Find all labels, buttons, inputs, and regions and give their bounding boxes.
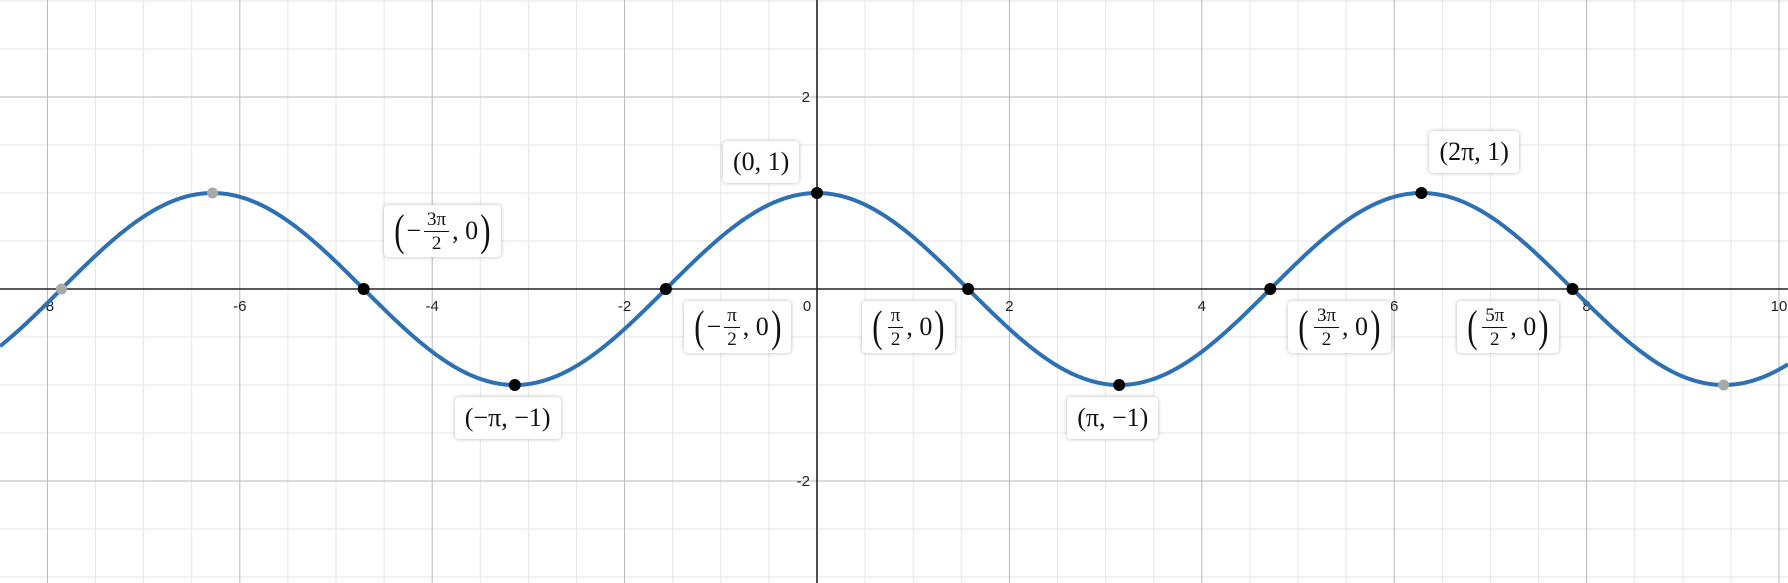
x-tick-label: 4 — [1198, 298, 1206, 315]
point-label: (5π 2, 0) — [1456, 301, 1559, 353]
point-label: (−3π 2, 0) — [383, 205, 501, 257]
faded-point[interactable] — [1718, 379, 1730, 391]
marked-point[interactable] — [811, 187, 823, 199]
x-tick-label: 0 — [803, 298, 811, 315]
marked-point[interactable] — [962, 283, 975, 295]
point-label: (3π 2, 0) — [1288, 301, 1391, 353]
cosine-curve[interactable] — [0, 191, 1788, 387]
point-label: (0, 1) — [723, 141, 800, 183]
x-tick-label: 6 — [1390, 298, 1398, 315]
x-tick-label: 10 — [1771, 298, 1788, 315]
marked-point[interactable] — [508, 379, 521, 391]
x-tick-label: -6 — [233, 298, 246, 315]
point-label: (π 2, 0) — [862, 301, 956, 353]
x-tick-label: 8 — [1582, 298, 1590, 315]
point-label: (−π, −1) — [454, 397, 561, 439]
marked-point[interactable] — [1415, 187, 1428, 199]
point-label: (π, −1) — [1067, 397, 1159, 439]
marked-points[interactable] — [55, 187, 1730, 391]
marked-point[interactable] — [659, 283, 672, 295]
point-label: (− π 2, 0) — [683, 301, 792, 353]
x-tick-label: 2 — [1005, 298, 1013, 315]
marked-point[interactable] — [1566, 283, 1579, 295]
faded-point[interactable] — [207, 187, 219, 199]
point-label: (2π, 1) — [1429, 131, 1519, 173]
y-tick-label: -2 — [797, 473, 810, 490]
marked-point[interactable] — [1264, 283, 1277, 295]
tick-labels: -8 -6 -4 -2 0 2 4 6 8 102-2 — [41, 89, 1788, 490]
marked-point[interactable] — [1113, 379, 1126, 391]
x-tick-label: -4 — [426, 298, 439, 315]
x-tick-label: -2 — [618, 298, 631, 315]
faded-point[interactable] — [55, 283, 67, 295]
marked-point[interactable] — [357, 283, 370, 295]
y-tick-label: 2 — [802, 89, 810, 106]
